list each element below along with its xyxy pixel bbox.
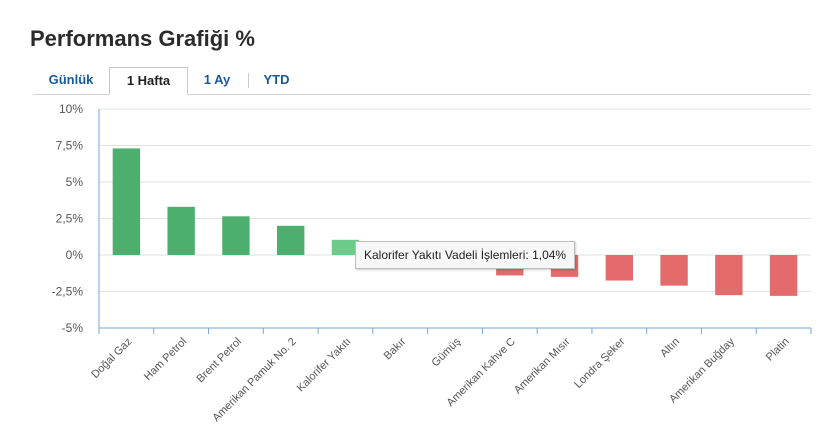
y-tick-label: 5% (66, 175, 84, 189)
period-tabs: Günlük 1 Hafta 1 Ay YTD (33, 67, 811, 95)
tab-separator (248, 73, 249, 88)
y-tick-label: 2,5% (56, 212, 84, 226)
bar[interactable] (331, 239, 360, 255)
x-tick-label: Bakır (382, 335, 409, 362)
chart-tooltip: Kalorifer Yakıtı Vadeli İşlemleri: 1,04% (355, 241, 576, 269)
tab-1-hafta[interactable]: 1 Hafta (109, 67, 188, 95)
bar[interactable] (277, 225, 305, 255)
bar[interactable] (167, 206, 195, 255)
x-tick-label: Brent Petrol (194, 336, 244, 386)
bar[interactable] (112, 148, 141, 255)
y-tick-label: 10% (59, 102, 83, 116)
bar[interactable] (715, 255, 743, 296)
tab-1-ay[interactable]: 1 Ay (203, 72, 231, 87)
page-title: Performans Grafiği % (30, 26, 255, 51)
x-tick-label: Altın (658, 336, 682, 360)
bar[interactable] (222, 216, 250, 255)
bar[interactable] (660, 255, 688, 286)
bar[interactable] (769, 255, 798, 296)
x-tick-label: Kalorifer Yakıtı (295, 336, 354, 395)
y-tick-label: 0% (66, 248, 84, 262)
x-tick-label: Amerikan Mısır (512, 335, 573, 396)
bar[interactable] (605, 255, 633, 281)
y-tick-label: 7,5% (56, 139, 84, 153)
tab-ytd[interactable]: YTD (263, 72, 290, 87)
x-tick-label: Gümüş (430, 335, 464, 369)
tab-gunluk[interactable]: Günlük (48, 72, 94, 87)
x-tick-label: Ham Petrol (142, 336, 189, 383)
x-tick-label: Londra Şeker (572, 335, 627, 390)
y-tick-label: -5% (62, 321, 84, 335)
y-tick-label: -2,5% (52, 285, 84, 299)
x-tick-label: Doğal Gaz (89, 336, 134, 381)
x-tick-label: Platin (764, 336, 792, 364)
